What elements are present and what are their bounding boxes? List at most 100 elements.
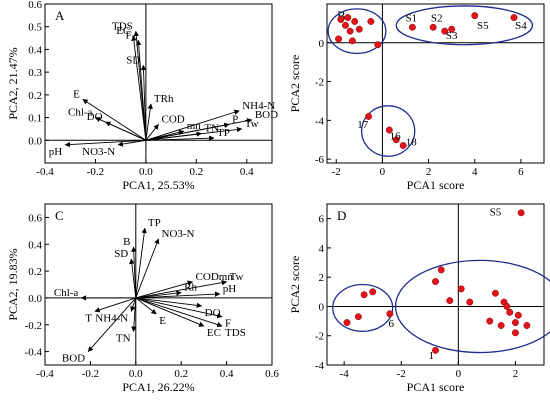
score-point: [506, 308, 514, 316]
vector-label: NH4-N: [242, 100, 275, 112]
loading-vector: [82, 99, 147, 141]
y-tick-label: 2: [319, 272, 325, 284]
score-point: [511, 329, 519, 337]
score-point: [457, 285, 465, 293]
loading-vector: [135, 291, 221, 299]
loading-vector: [135, 297, 205, 327]
loading-vector: [105, 121, 147, 141]
score-point: [343, 319, 351, 327]
point-label: S5: [477, 20, 489, 32]
score-point: [367, 18, 375, 25]
score-point: [497, 322, 505, 329]
score-point: [346, 27, 354, 35]
score-point: [344, 14, 352, 22]
point-label: S3: [446, 30, 458, 42]
x-tick-label: -4: [340, 368, 350, 380]
loading-vector: [130, 297, 137, 312]
loading-vector: [87, 297, 137, 352]
score-point: [337, 16, 345, 23]
score-point: [369, 288, 377, 296]
score-point: [441, 27, 449, 35]
vector-label: E: [159, 315, 166, 327]
y-tick-label: -2: [315, 331, 324, 343]
vector-label: CODmn: [196, 271, 234, 283]
vector-label: EC: [116, 25, 130, 37]
x-tick-label: 0.0: [139, 166, 153, 178]
x-tick-label: -2: [397, 368, 406, 380]
score-point: [365, 113, 373, 120]
score-point: [354, 313, 362, 321]
loading-vector: [135, 280, 228, 299]
x-tick-label: -2: [332, 166, 341, 178]
vector-label: B: [123, 236, 130, 248]
point-label: S4: [515, 20, 527, 32]
score-point: [486, 317, 494, 325]
panel-label: D: [337, 208, 346, 223]
x-tick-label: -0.2: [82, 368, 99, 380]
y-tick-label: 0.2: [28, 266, 42, 278]
x-tick-label: 0.0: [129, 368, 143, 380]
y-tick-label: 0.6: [28, 0, 42, 11]
plot-frame: [326, 203, 545, 366]
y-tick-label: 0: [319, 301, 325, 313]
loading-vector: [145, 109, 240, 141]
x-tick-label: 0.2: [189, 166, 203, 178]
y-tick-label: 0: [319, 38, 325, 50]
panel-b: -2 0 2 4 6 -6 -4 -2 0 PCA1 score PCA2 score B S1 S2S3…: [288, 3, 545, 192]
loading-vector: [145, 123, 159, 141]
loading-vector: [131, 35, 147, 141]
vector-label: COD: [162, 113, 185, 125]
vector-label: TP: [217, 127, 230, 139]
vector-label: SD: [126, 54, 140, 66]
y-tick-label: -0.4: [25, 347, 43, 359]
vector-label: NO3-N: [162, 228, 195, 240]
x-tick-label: -0.4: [36, 368, 54, 380]
point-label: S2: [431, 12, 443, 24]
score-point: [351, 18, 359, 25]
vector-label: EC: [207, 327, 221, 339]
y-tick-label: 0.2: [28, 90, 42, 102]
panel-a: -0.4 -0.2 0.0 0.2 0.40.00.10.20.30.40.50.6PC…: [6, 0, 278, 192]
score-point: [348, 37, 356, 45]
vector-label: mn: [187, 120, 202, 132]
score-point: [511, 319, 519, 327]
cluster-ellipse: [360, 105, 416, 157]
loading-vector: [145, 103, 153, 141]
vector-label: F-: [126, 29, 136, 41]
vector-label: pH: [223, 283, 237, 295]
vector-label: Chl-a: [54, 287, 79, 299]
x-tick-label: 0: [456, 368, 462, 380]
vector-label: Rh: [184, 282, 197, 294]
vector-label: F: [225, 318, 231, 330]
score-point: [471, 12, 479, 20]
y-tick-label: -0.2: [25, 320, 42, 332]
x-tick-label: 0.2: [174, 368, 188, 380]
vector-label: T: [85, 312, 92, 324]
point-label: S5: [490, 207, 502, 219]
score-point: [466, 298, 474, 306]
loading-vector: [145, 131, 202, 141]
x-tick-label: -0.4: [36, 166, 54, 178]
x-tick-label: 6: [518, 166, 524, 178]
score-point: [437, 266, 445, 274]
y-tick-label: 0.0: [28, 135, 42, 147]
y-axis-title: PCA2, 21.47%: [6, 47, 20, 119]
score-point: [432, 278, 439, 286]
panel-label: B: [337, 8, 346, 23]
y-tick-label: 0.6: [28, 212, 42, 224]
x-axis-title: PCA1, 25.53%: [122, 178, 194, 192]
loading-vector: [140, 64, 147, 141]
loading-vector: [131, 297, 137, 332]
plot-frame: [44, 3, 273, 164]
x-tick-label: 0: [380, 166, 386, 178]
y-tick-label: 0.1: [28, 113, 42, 125]
loading-vector: [145, 118, 253, 141]
x-axis-title: PCA1 score: [407, 380, 465, 394]
y-tick-label: 6: [319, 214, 325, 226]
y-tick-label: -6: [315, 154, 325, 166]
y-tick-label: 4: [319, 243, 325, 255]
score-point: [517, 209, 525, 217]
cluster-ellipse: [395, 5, 534, 46]
x-tick-label: 2: [426, 166, 432, 178]
